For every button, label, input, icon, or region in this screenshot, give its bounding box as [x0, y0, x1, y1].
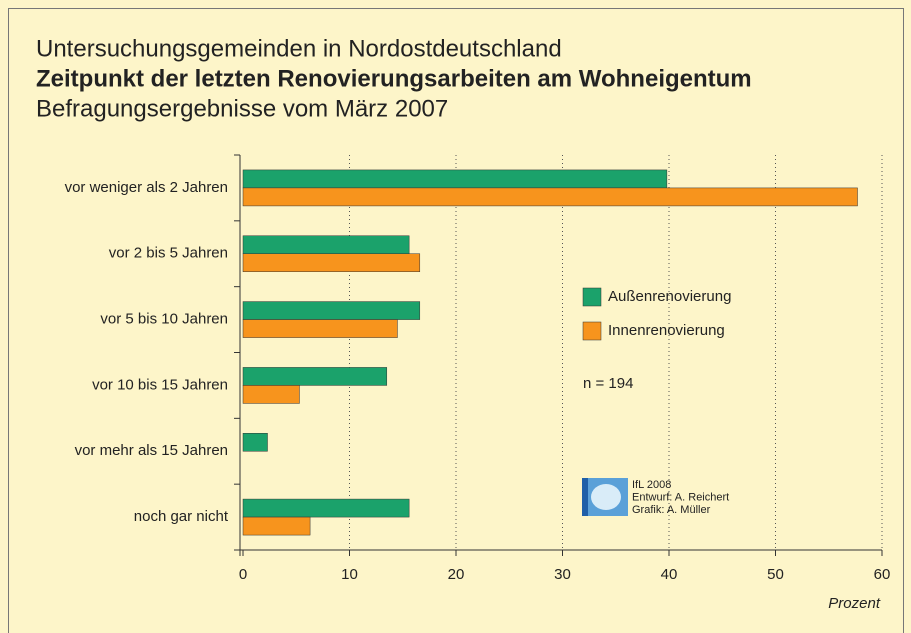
- y-tick-label: vor weniger als 2 Jahren: [65, 179, 228, 196]
- x-tick-label: 0: [239, 566, 247, 583]
- y-tick-label: noch gar nicht: [134, 508, 229, 525]
- bar: [242, 319, 398, 338]
- legend-label: Innenrenovierung: [608, 322, 725, 339]
- legend-swatch: [582, 287, 602, 307]
- credit: IfL 2008: [632, 479, 671, 491]
- bar: [242, 385, 300, 404]
- bar: [242, 516, 311, 536]
- x-tick-label: 50: [767, 566, 784, 583]
- bar: [242, 367, 388, 386]
- bar: [242, 301, 421, 320]
- bar: [242, 235, 410, 254]
- credit: Entwurf: A. Reichert: [632, 491, 729, 503]
- frame: [8, 8, 904, 633]
- bar: [242, 169, 668, 189]
- y-tick-label: vor 2 bis 5 Jahren: [109, 245, 228, 262]
- chart-title: Zeitpunkt der letzten Renovierungsarbeit…: [36, 65, 752, 92]
- x-tick-label: 20: [448, 566, 465, 583]
- bar: [242, 498, 410, 518]
- subtitle: Befragungsergebnisse vom März 2007: [36, 95, 448, 122]
- x-tick-label: 30: [554, 566, 571, 583]
- y-tick-label: vor 5 bis 10 Jahren: [100, 311, 228, 328]
- x-tick-label: 10: [341, 566, 358, 583]
- y-tick-label: vor 10 bis 15 Jahren: [92, 376, 228, 393]
- x-axis-label: Prozent: [828, 595, 881, 612]
- annotation: n = 194: [583, 375, 633, 392]
- supertitle: Untersuchungsgemeinden in Nordostdeutsch…: [36, 35, 562, 62]
- x-tick-label: 60: [874, 566, 891, 583]
- legend-swatch: [582, 321, 602, 341]
- legend-label: Außenrenovierung: [608, 288, 731, 305]
- logo: [582, 478, 628, 516]
- bar: [242, 187, 858, 207]
- x-tick-label: 40: [661, 566, 678, 583]
- bar: [242, 433, 268, 452]
- bar: [242, 253, 421, 272]
- y-tick-label: vor mehr als 15 Jahren: [75, 442, 228, 459]
- credit: Grafik: A. Müller: [632, 504, 711, 516]
